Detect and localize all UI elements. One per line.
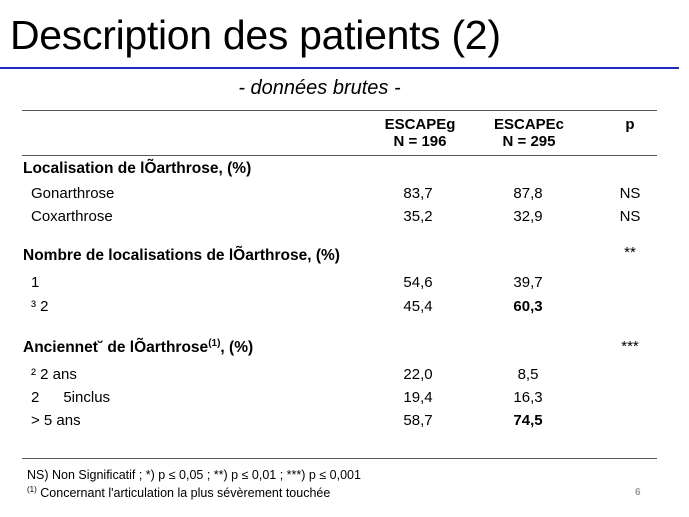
column-header-p: p (565, 116, 689, 133)
footnote-marker: (1) (27, 485, 37, 494)
section-title-anciennete: Anciennet˘ de lÕarthrose(1), (%) (23, 338, 253, 357)
column-header-escapec: ESCAPEc N = 295 (464, 116, 594, 150)
page-number: 6 (635, 487, 641, 498)
section-title-nombre: Nombre de localisations de lÕarthrose, (… (23, 247, 340, 264)
section-p-value: *** (621, 338, 639, 355)
footnote-text: Concernant l'articulation la plus sévère… (40, 486, 331, 501)
table-top-rule (22, 110, 657, 111)
footnote-significance: NS) Non Significatif ; *) p ≤ 0,05 ; **)… (27, 468, 361, 482)
column-name: ESCAPEc (493, 116, 565, 133)
row-label: Gonarthrose (31, 185, 115, 202)
row-label: Coxarthrose (31, 208, 113, 225)
row-label: ³ 2 (31, 298, 49, 315)
column-n: N = 295 (502, 133, 556, 150)
row-label: ² 2 ans (31, 366, 77, 383)
column-n: N = 196 (393, 133, 447, 150)
value-p: NS (619, 185, 641, 202)
slide-title: Description des patients (2) (10, 12, 501, 58)
value-escapeg: 54,6 (403, 274, 433, 291)
value-escapeg: 45,4 (403, 298, 433, 315)
value-escapeg: 58,7 (403, 412, 433, 429)
row-label: 2 5inclus (31, 389, 110, 406)
value-escapec: 74,5 (513, 412, 543, 429)
value-escapec: 87,8 (513, 185, 543, 202)
footnote-articulation: (1) Concernant l'articulation la plus sé… (27, 485, 330, 500)
value-escapec: 16,3 (513, 389, 543, 406)
row-label: > 5 ans (31, 412, 81, 429)
slide-subtitle: - données brutes - (238, 77, 401, 99)
value-escapeg: 22,0 (403, 366, 433, 383)
value-escapeg: 19,4 (403, 389, 433, 406)
column-header-escapeg: ESCAPEg N = 196 (355, 116, 485, 150)
row-label: 1 (31, 274, 40, 291)
title-underline (0, 67, 679, 69)
header-rule (22, 155, 657, 156)
section-title-text: Anciennet˘ de lÕarthrose (23, 339, 209, 357)
value-escapeg: 83,7 (403, 185, 433, 202)
section-title-localisation: Localisation de lÕarthrose, (%) (23, 160, 252, 177)
column-name: ESCAPEg (384, 116, 456, 133)
value-escapec: 39,7 (513, 274, 543, 291)
value-escapec: 60,3 (513, 298, 543, 315)
section-title-suffix: , (%) (220, 339, 254, 357)
row-label-end: 5inclus (63, 389, 111, 406)
section-p-value: ** (624, 244, 636, 261)
value-p: NS (619, 208, 641, 225)
value-escapec: 8,5 (517, 366, 539, 383)
value-escapeg: 35,2 (403, 208, 433, 225)
value-escapec: 32,9 (513, 208, 543, 225)
table-bottom-rule (22, 458, 657, 459)
footnote-marker: (1) (208, 338, 221, 349)
column-name: p (625, 116, 635, 133)
row-label-start: 2 (31, 389, 40, 406)
